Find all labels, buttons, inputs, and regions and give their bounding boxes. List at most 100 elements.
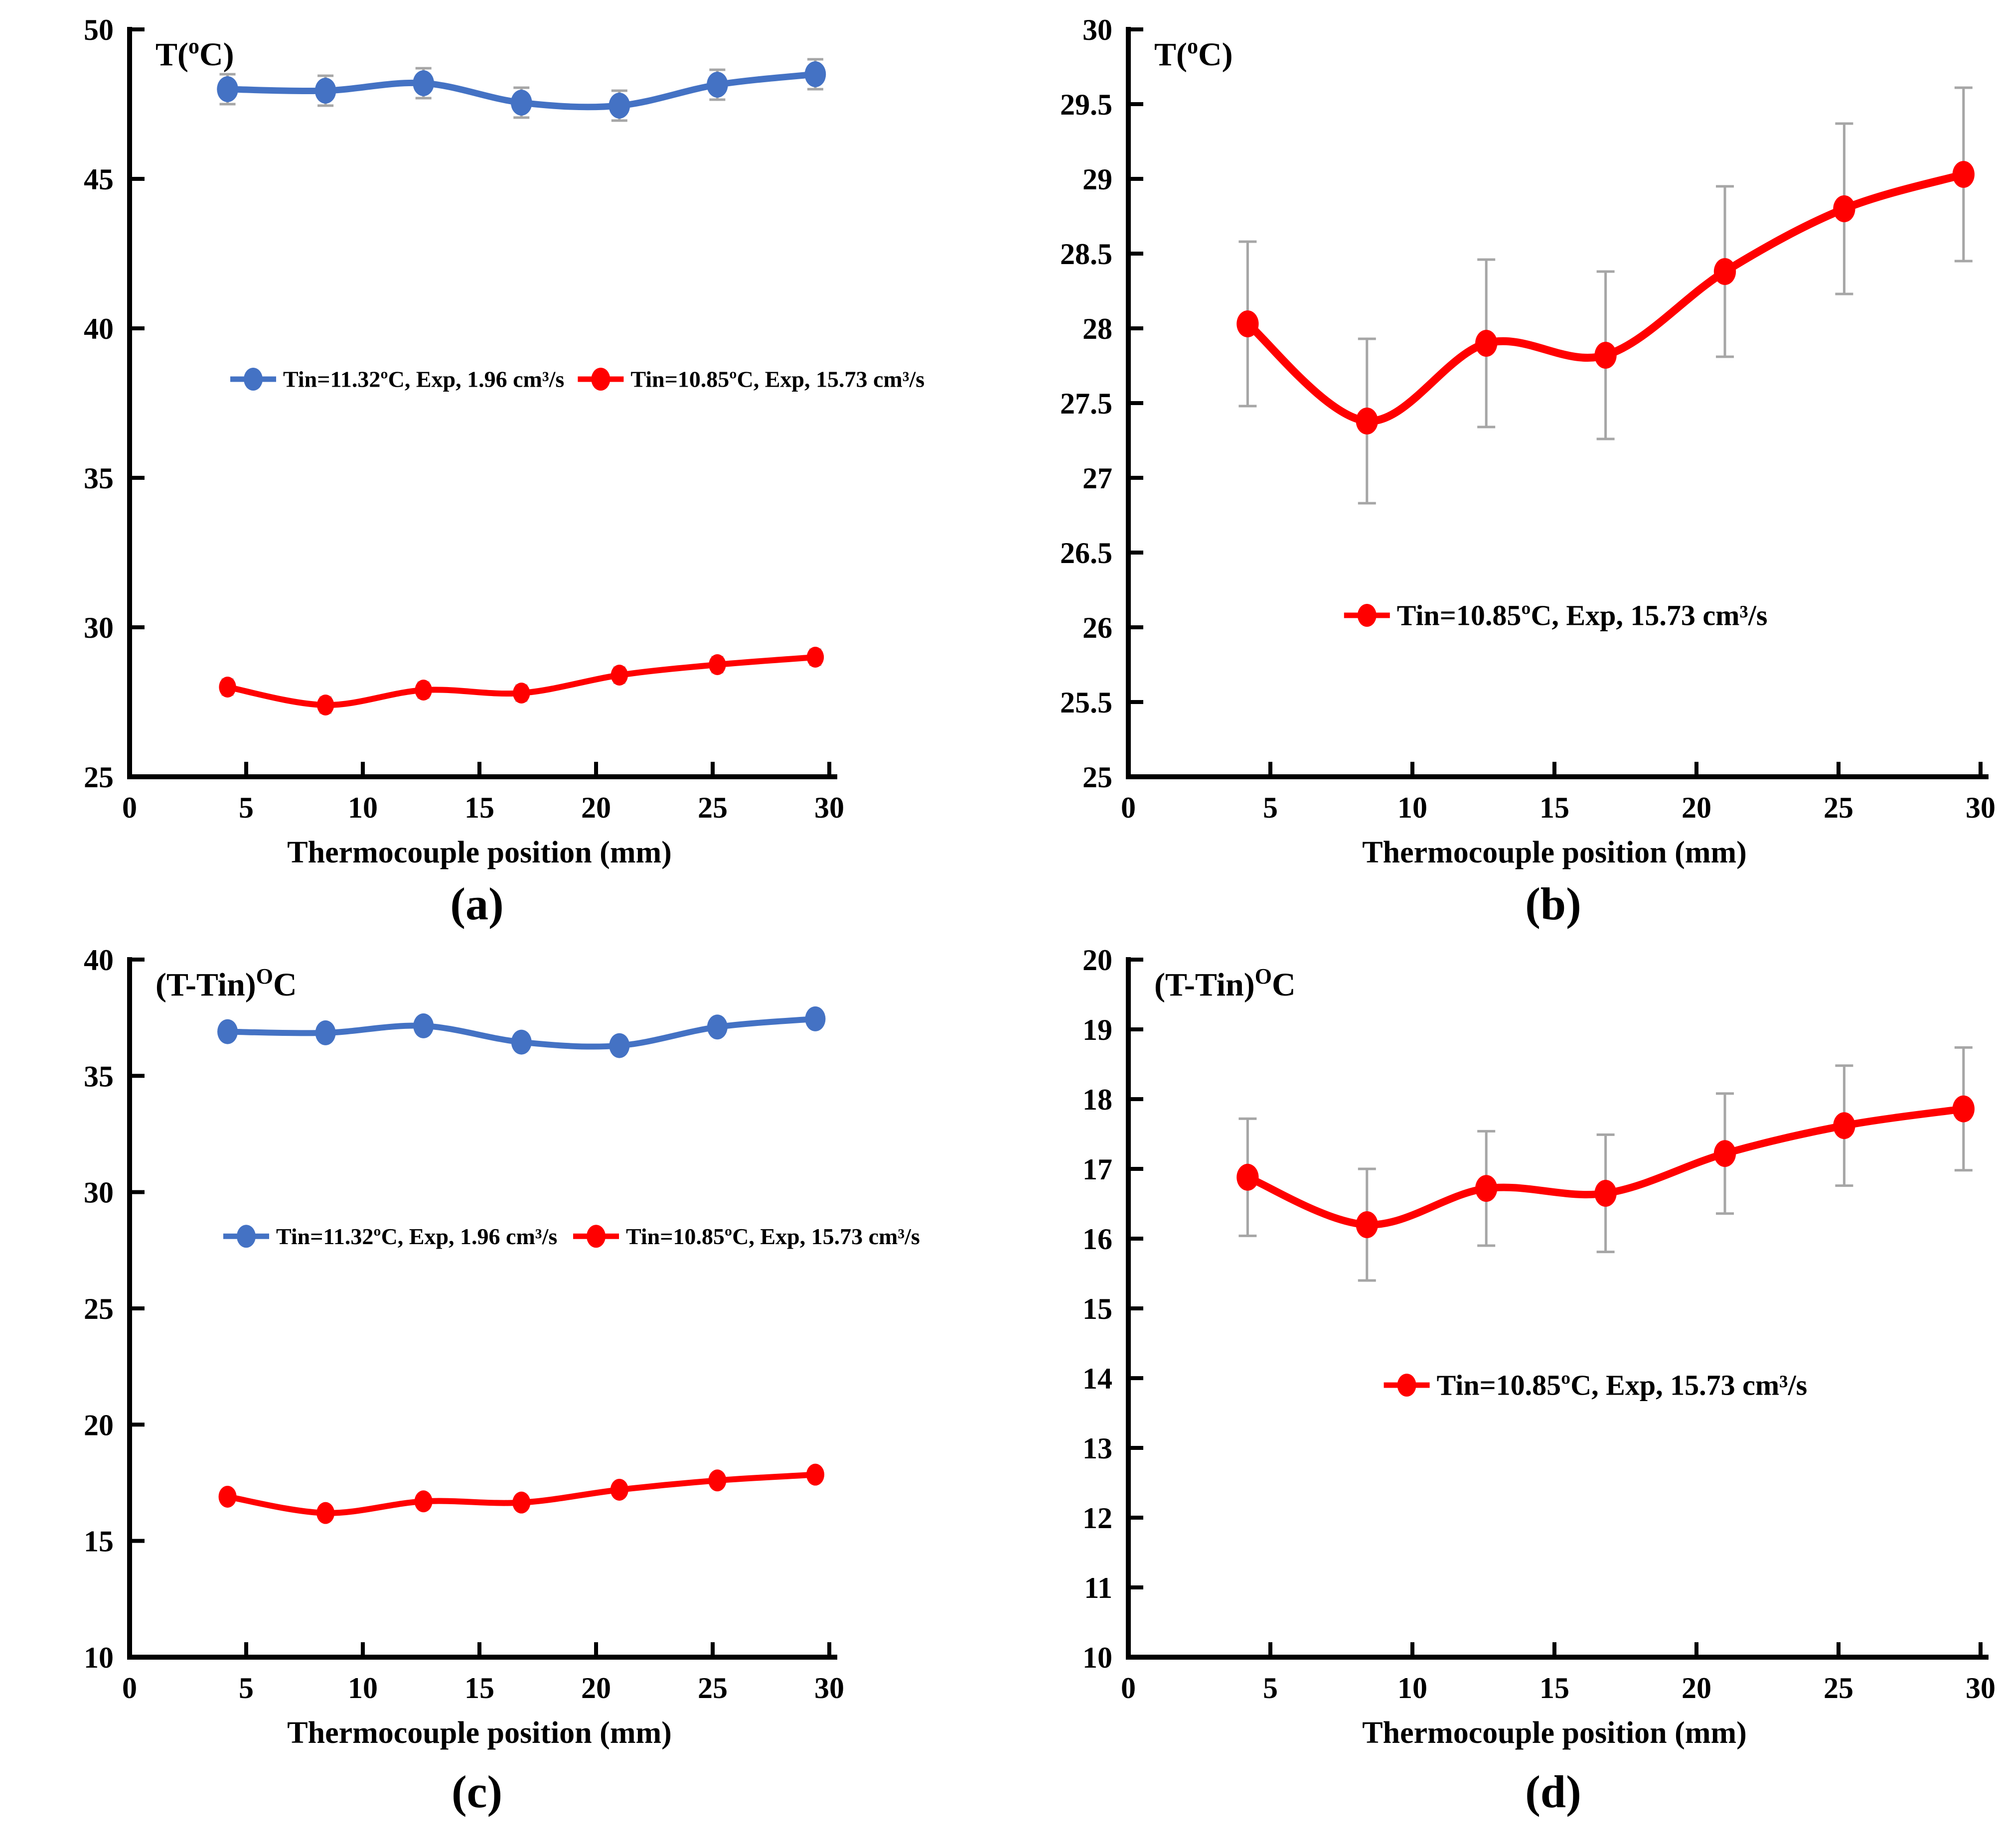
x-tick-label: 10: [348, 1672, 378, 1705]
data-point-marker: [708, 1469, 727, 1492]
series-markers-b: [1236, 161, 1975, 434]
legend-marker-dot: [1397, 1374, 1416, 1397]
error-bars-b: [1238, 86, 1973, 505]
y-tick-label: 10: [1082, 1641, 1112, 1674]
y-tick-label: 28: [1082, 312, 1112, 345]
panel-a: 25 30 35 40 45 50 0 5 10 15 20 25 30 Thermocouple pos…: [0, 12, 999, 874]
legend-label: Tin=11.32ºC, Exp, 1.96 cm³/s: [283, 367, 564, 392]
x-tick-label: 20: [1682, 1672, 1711, 1705]
caption-a: (a): [450, 878, 504, 929]
legend-label: Tin=10.85ºC, Exp, 15.73 cm³/s: [1397, 599, 1768, 632]
y-tick-label: 40: [84, 945, 114, 977]
y-tick-label: 14: [1082, 1362, 1112, 1395]
axes-a: 25 30 35 40 45 50 0 5 10 15 20 25 30 Thermocouple pos…: [84, 13, 844, 869]
y-tick-label: 25.5: [1060, 686, 1112, 719]
y-tick-label: 29.5: [1060, 88, 1112, 121]
data-point-marker: [1236, 310, 1259, 337]
x-tick-label: 25: [1824, 791, 1853, 824]
axes-c: 10 15 20 25 30 35 40 0 5 10 15 20 25 30 Thermocouple p…: [84, 945, 844, 1750]
data-point-marker: [217, 1019, 238, 1044]
data-point-marker: [1475, 330, 1498, 357]
legend-c: Tin=11.32ºC, Exp, 1.96 cm³/s Tin=10.85ºC,…: [223, 1224, 920, 1249]
caption-b: (b): [1525, 878, 1581, 929]
data-point-marker: [1594, 342, 1617, 369]
y-tick-label: 11: [1084, 1571, 1112, 1604]
series-markers-d: [1236, 1095, 1975, 1238]
y-axis-title: (T-Tin)OC: [1154, 964, 1296, 1003]
data-point-marker: [707, 72, 728, 98]
y-tick-label: 12: [1082, 1502, 1112, 1535]
x-tick-label: 0: [1121, 1672, 1136, 1705]
data-point-marker: [511, 1029, 532, 1055]
data-point-marker: [707, 1014, 728, 1040]
chart-b: 25 25.5 26 26.5 27 27.5 28 28.5 29 29.5 30 0 5 10 15 20…: [1060, 13, 1996, 869]
data-point-marker: [609, 1033, 630, 1058]
x-tick-label: 10: [1397, 1672, 1427, 1705]
y-tick-label: 18: [1082, 1083, 1112, 1116]
series-markers-c: [217, 1006, 826, 1524]
y-tick-label: 19: [1082, 1013, 1112, 1046]
x-axis-title: Thermocouple position (mm): [287, 836, 672, 869]
x-tick-label: 15: [464, 1672, 494, 1705]
data-point-marker: [414, 1490, 433, 1513]
y-tick-label: 35: [84, 1060, 114, 1093]
axes-b: 25 25.5 26 26.5 27 27.5 28 28.5 29 29.5 30 0 5 10 15 20…: [1060, 13, 1996, 869]
legend-label: Tin=11.32ºC, Exp, 1.96 cm³/s: [276, 1224, 557, 1249]
x-tick-label: 30: [1966, 1672, 1996, 1705]
panel-d: 10 11 12 13 14 15 16 17 18 19 20 0 5 10 15 20 25 30 Thermo…: [999, 945, 1998, 1762]
data-point-marker: [219, 677, 236, 698]
chart-a: 25 30 35 40 45 50 0 5 10 15 20 25 30 Thermocouple pos…: [84, 13, 924, 869]
data-point-marker: [218, 1485, 237, 1508]
data-point-marker: [413, 70, 434, 96]
y-tick-label: 29: [1082, 163, 1112, 196]
y-tick-label: 25: [1082, 761, 1112, 794]
data-point-marker: [1833, 1112, 1855, 1139]
x-axis-title: Thermocouple position (mm): [1362, 836, 1747, 869]
x-tick-label: 10: [348, 791, 378, 824]
panel-c: 10 15 20 25 30 35 40 0 5 10 15 20 25 30 Thermocouple p…: [0, 945, 999, 1762]
legend-d: Tin=10.85ºC, Exp, 15.73 cm³/s: [1383, 1369, 1808, 1402]
y-tick-label: 28.5: [1060, 238, 1112, 271]
legend-a: Tin=11.32ºC, Exp, 1.96 cm³/s Tin=10.85ºC,…: [230, 367, 924, 392]
axes-d: 10 11 12 13 14 15 16 17 18 19 20 0 5 10 15 20 25 30 Thermo…: [1082, 945, 1996, 1750]
chart-c: 10 15 20 25 30 35 40 0 5 10 15 20 25 30 Thermocouple p…: [84, 945, 920, 1750]
y-tick-label: 30: [84, 611, 114, 644]
data-point-marker: [315, 1020, 336, 1045]
data-point-marker: [1713, 1140, 1736, 1167]
data-point-marker: [415, 680, 432, 701]
y-tick-label: 50: [84, 13, 114, 46]
y-axis-title: (T-Tin)OC: [155, 964, 297, 1003]
x-tick-label: 15: [1539, 791, 1569, 824]
legend-label: Tin=10.85ºC, Exp, 15.73 cm³/s: [626, 1224, 920, 1249]
data-point-marker: [510, 90, 532, 116]
legend-marker-dot: [237, 1225, 256, 1248]
x-tick-label: 0: [122, 1672, 137, 1705]
y-tick-label: 25: [84, 1292, 114, 1325]
y-tick-label: 13: [1082, 1432, 1112, 1465]
legend-marker-dot: [587, 1225, 606, 1248]
y-tick-label: 26: [1082, 611, 1112, 644]
legend-marker-dot: [244, 368, 263, 391]
legend-b: Tin=10.85ºC, Exp, 15.73 cm³/s: [1344, 599, 1768, 632]
x-axis-title: Thermocouple position (mm): [287, 1716, 672, 1750]
data-point-marker: [609, 93, 630, 119]
data-point-marker: [804, 61, 826, 87]
x-tick-label: 15: [464, 791, 494, 824]
y-tick-label: 26.5: [1060, 537, 1112, 569]
y-tick-label: 16: [1082, 1223, 1112, 1256]
chart-d: 10 11 12 13 14 15 16 17 18 19 20 0 5 10 15 20 25 30 Thermo…: [1082, 945, 1996, 1750]
legend-label: Tin=10.85ºC, Exp, 15.73 cm³/s: [1437, 1369, 1808, 1402]
x-tick-label: 15: [1539, 1672, 1569, 1705]
data-point-marker: [610, 1478, 628, 1501]
series-lines-c: [224, 1015, 818, 1516]
data-point-marker: [413, 1013, 434, 1038]
y-tick-label: 20: [84, 1409, 114, 1441]
caption-d: (d): [1525, 1766, 1581, 1817]
data-point-marker: [512, 1491, 531, 1514]
data-point-marker: [1833, 195, 1855, 222]
x-tick-label: 5: [1263, 791, 1278, 824]
data-point-marker: [1594, 1180, 1617, 1207]
legend-marker-dot: [591, 368, 611, 391]
y-tick-label: 15: [84, 1525, 114, 1558]
